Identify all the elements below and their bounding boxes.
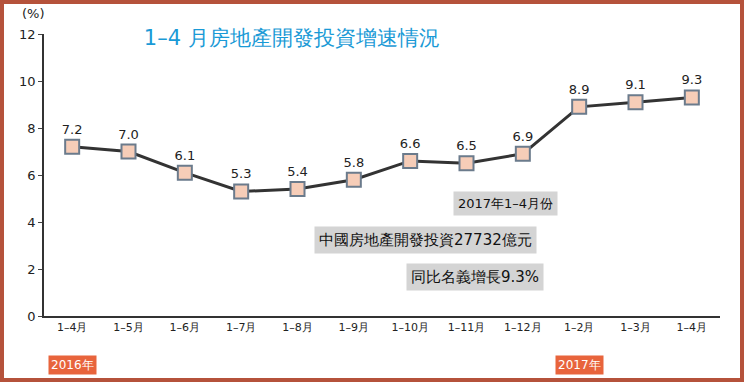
svg-text:6.1: 6.1 xyxy=(174,148,195,163)
svg-text:6: 6 xyxy=(27,168,35,183)
svg-text:1–3月: 1–3月 xyxy=(620,321,651,334)
svg-text:1–4 月房地產開發投資增速情況: 1–4 月房地產開發投資增速情況 xyxy=(144,26,440,50)
svg-text:8.9: 8.9 xyxy=(569,82,590,97)
svg-text:1–8月: 1–8月 xyxy=(282,321,313,334)
svg-text:6.6: 6.6 xyxy=(400,136,421,151)
svg-text:6.5: 6.5 xyxy=(456,138,477,153)
svg-text:6.9: 6.9 xyxy=(512,129,533,144)
svg-text:2: 2 xyxy=(27,262,35,277)
svg-text:(%): (%) xyxy=(22,6,45,21)
svg-text:中國房地產開發投資27732億元: 中國房地產開發投資27732億元 xyxy=(319,231,532,249)
svg-text:1–4月: 1–4月 xyxy=(57,321,88,334)
svg-text:5.4: 5.4 xyxy=(287,164,308,179)
svg-text:1–2月: 1–2月 xyxy=(564,321,595,334)
svg-text:7.0: 7.0 xyxy=(118,127,139,142)
svg-text:10: 10 xyxy=(19,74,36,89)
svg-text:1–5月: 1–5月 xyxy=(113,321,144,334)
svg-text:2017年1–4月份: 2017年1–4月份 xyxy=(458,196,553,211)
svg-text:1–11月: 1–11月 xyxy=(448,321,486,334)
svg-text:1–10月: 1–10月 xyxy=(391,321,429,334)
svg-text:0: 0 xyxy=(27,309,35,324)
svg-text:2016年: 2016年 xyxy=(51,358,94,372)
svg-text:1–6月: 1–6月 xyxy=(170,321,201,334)
svg-text:1–12月: 1–12月 xyxy=(504,321,542,334)
svg-text:5.3: 5.3 xyxy=(231,166,252,181)
svg-text:12: 12 xyxy=(19,27,36,42)
svg-text:5.8: 5.8 xyxy=(343,155,364,170)
svg-text:2017年: 2017年 xyxy=(558,358,601,372)
svg-text:7.2: 7.2 xyxy=(62,122,83,137)
svg-text:1–4月: 1–4月 xyxy=(677,321,708,334)
svg-text:同比名義增長9.3%: 同比名義增長9.3% xyxy=(411,268,539,286)
svg-text:1–7月: 1–7月 xyxy=(226,321,256,334)
svg-text:8: 8 xyxy=(27,121,35,136)
svg-text:9.1: 9.1 xyxy=(625,77,646,92)
svg-text:9.3: 9.3 xyxy=(681,72,702,87)
svg-text:1–9月: 1–9月 xyxy=(339,321,370,334)
svg-text:4: 4 xyxy=(27,215,35,230)
